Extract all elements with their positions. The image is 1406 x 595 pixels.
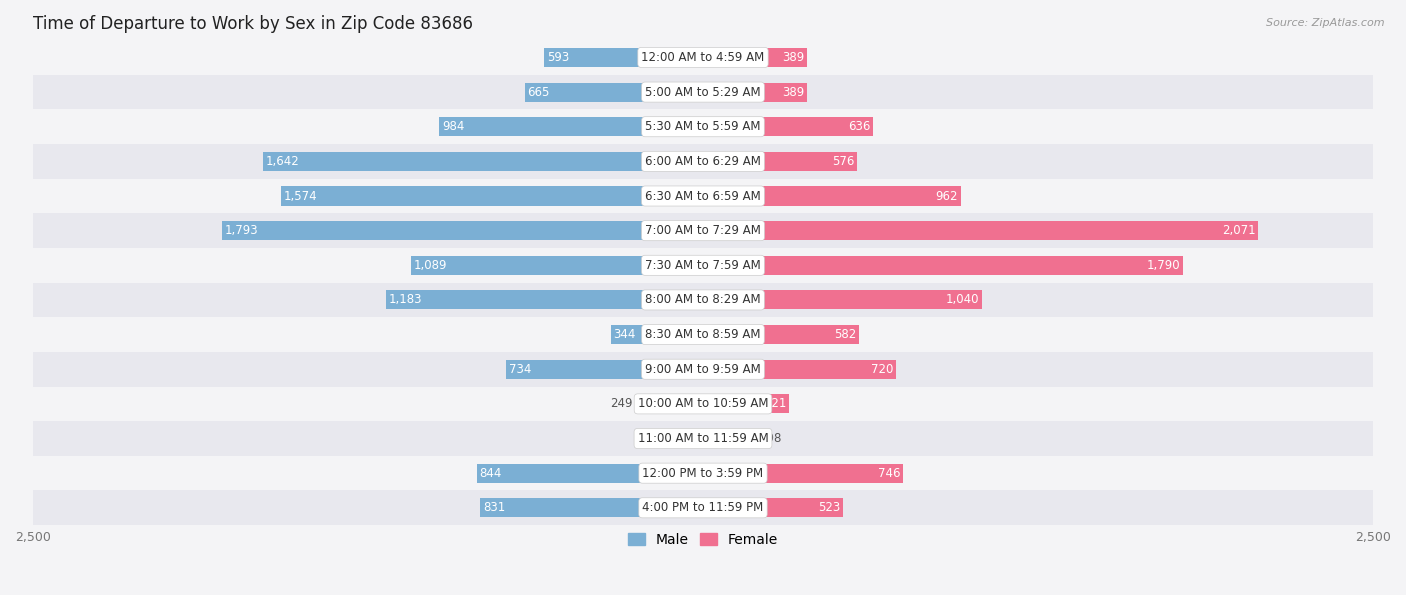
Bar <box>544 48 703 67</box>
Bar <box>703 464 903 483</box>
Text: 12:00 AM to 4:59 AM: 12:00 AM to 4:59 AM <box>641 51 765 64</box>
Text: 5:00 AM to 5:29 AM: 5:00 AM to 5:29 AM <box>645 86 761 99</box>
Text: 5:30 AM to 5:59 AM: 5:30 AM to 5:59 AM <box>645 120 761 133</box>
Bar <box>703 256 1182 275</box>
Text: 1,574: 1,574 <box>284 190 318 202</box>
Bar <box>439 117 703 136</box>
Bar <box>32 248 1374 283</box>
Bar <box>411 256 703 275</box>
Text: 69: 69 <box>665 432 681 445</box>
Bar <box>32 387 1374 421</box>
Bar <box>32 214 1374 248</box>
Text: 4:00 PM to 11:59 PM: 4:00 PM to 11:59 PM <box>643 502 763 514</box>
Text: 831: 831 <box>482 502 505 514</box>
Text: 321: 321 <box>763 397 786 411</box>
Text: 1,040: 1,040 <box>946 293 979 306</box>
Bar <box>703 429 756 448</box>
Text: 593: 593 <box>547 51 569 64</box>
Text: 1,183: 1,183 <box>388 293 422 306</box>
Bar <box>506 360 703 379</box>
Bar <box>281 186 703 205</box>
Text: 6:00 AM to 6:29 AM: 6:00 AM to 6:29 AM <box>645 155 761 168</box>
Text: 8:00 AM to 8:29 AM: 8:00 AM to 8:29 AM <box>645 293 761 306</box>
Text: 9:00 AM to 9:59 AM: 9:00 AM to 9:59 AM <box>645 363 761 375</box>
Text: 1,642: 1,642 <box>266 155 299 168</box>
Text: 984: 984 <box>441 120 464 133</box>
Text: Time of Departure to Work by Sex in Zip Code 83686: Time of Departure to Work by Sex in Zip … <box>32 15 472 33</box>
Text: 523: 523 <box>818 502 841 514</box>
Text: 389: 389 <box>782 86 804 99</box>
Text: 962: 962 <box>935 190 957 202</box>
Text: Source: ZipAtlas.com: Source: ZipAtlas.com <box>1267 18 1385 28</box>
Text: 7:00 AM to 7:29 AM: 7:00 AM to 7:29 AM <box>645 224 761 237</box>
Bar <box>32 109 1374 144</box>
Text: 10:00 AM to 10:59 AM: 10:00 AM to 10:59 AM <box>638 397 768 411</box>
Text: 582: 582 <box>834 328 856 341</box>
Legend: Male, Female: Male, Female <box>623 527 783 552</box>
Text: 198: 198 <box>761 432 783 445</box>
Bar <box>703 83 807 102</box>
Bar <box>703 221 1258 240</box>
Text: 12:00 PM to 3:59 PM: 12:00 PM to 3:59 PM <box>643 466 763 480</box>
Bar <box>32 490 1374 525</box>
Bar <box>703 360 896 379</box>
Bar <box>32 352 1374 387</box>
Bar <box>703 117 873 136</box>
Text: 389: 389 <box>782 51 804 64</box>
Bar <box>32 283 1374 317</box>
Text: 720: 720 <box>870 363 893 375</box>
Bar <box>32 178 1374 214</box>
Bar <box>703 48 807 67</box>
Bar <box>385 290 703 309</box>
Bar <box>32 317 1374 352</box>
Bar <box>703 498 844 517</box>
Text: 1,793: 1,793 <box>225 224 259 237</box>
Text: 746: 746 <box>877 466 900 480</box>
Bar <box>703 394 789 414</box>
Bar <box>32 456 1374 490</box>
Text: 11:00 AM to 11:59 AM: 11:00 AM to 11:59 AM <box>638 432 768 445</box>
Text: 844: 844 <box>479 466 502 480</box>
Text: 249: 249 <box>610 397 633 411</box>
Text: 6:30 AM to 6:59 AM: 6:30 AM to 6:59 AM <box>645 190 761 202</box>
Text: 2,071: 2,071 <box>1222 224 1256 237</box>
Bar <box>222 221 703 240</box>
Text: 7:30 AM to 7:59 AM: 7:30 AM to 7:59 AM <box>645 259 761 272</box>
Bar <box>481 498 703 517</box>
Bar <box>524 83 703 102</box>
Text: 665: 665 <box>527 86 550 99</box>
Bar <box>32 144 1374 178</box>
Text: 1,089: 1,089 <box>413 259 447 272</box>
Text: 8:30 AM to 8:59 AM: 8:30 AM to 8:59 AM <box>645 328 761 341</box>
Text: 576: 576 <box>832 155 855 168</box>
Bar <box>32 40 1374 75</box>
Bar <box>703 186 960 205</box>
Bar <box>703 325 859 344</box>
Bar <box>637 394 703 414</box>
Text: 344: 344 <box>613 328 636 341</box>
Bar <box>610 325 703 344</box>
Text: 734: 734 <box>509 363 531 375</box>
Text: 636: 636 <box>848 120 870 133</box>
Bar <box>477 464 703 483</box>
Bar <box>703 152 858 171</box>
Bar <box>32 75 1374 109</box>
Bar <box>32 421 1374 456</box>
Bar <box>703 290 981 309</box>
Text: 1,790: 1,790 <box>1146 259 1180 272</box>
Bar <box>685 429 703 448</box>
Bar <box>263 152 703 171</box>
